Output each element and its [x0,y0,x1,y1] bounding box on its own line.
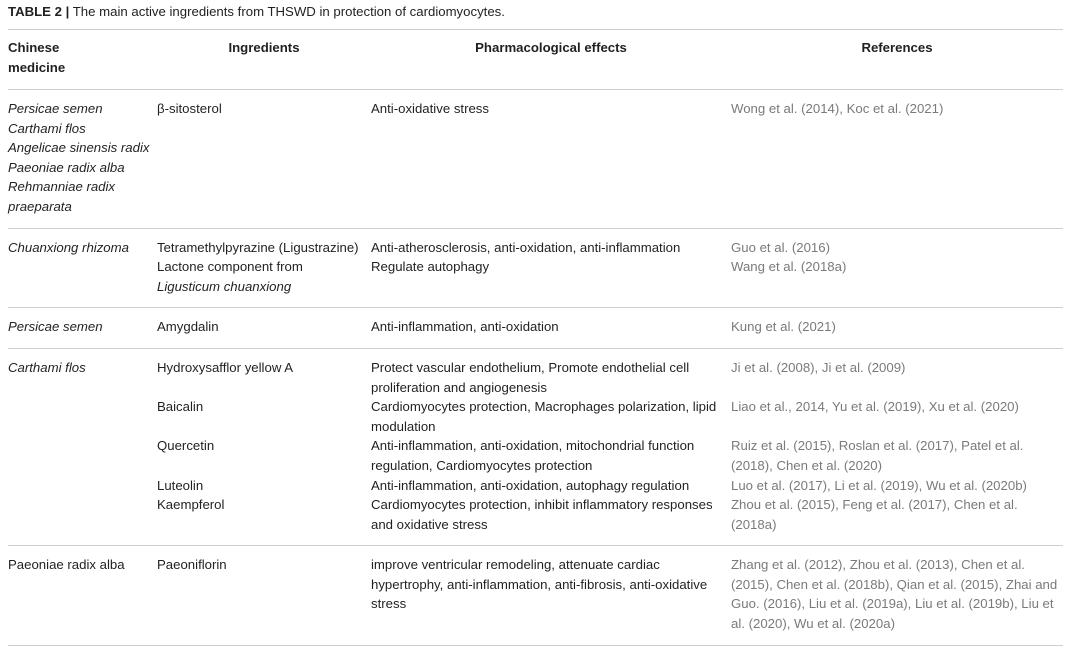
references-cell[interactable]: Zhou et al. (2015), Feng et al. (2017), … [731,497,1018,532]
table-body: Persicae semen Carthami flos Angelicae sin… [8,90,1063,646]
ingredient-cell: Baicalin [157,397,371,436]
table-label: TABLE 2 | [8,4,70,19]
chinese-medicine-cell: Persicae semen Carthami flos Angelicae sin… [8,99,157,217]
table-row: Lactone component from Ligusticum chuanxi… [157,257,1063,296]
table-row: Luteolin Anti-inflammation, anti-oxidatio… [157,476,1063,496]
references-cell[interactable]: Ji et al. (2008), Ji et al. (2009) [731,359,906,375]
table-header: Chinese medicine Ingredients Pharmacolog… [8,30,1063,90]
ingredient-name: Hydroxysafflor yellow A [157,359,294,375]
ingredient-name: Tetramethylpyrazine (Ligustrazine) [157,239,359,255]
effects-cell: Anti-inflammation, anti-oxidation, mitoc… [371,438,695,473]
effects-cell: Cardiomyocytes protection, Macrophages p… [371,399,717,434]
effects-cell: Anti-inflammation, anti-oxidation, autop… [371,477,690,493]
ingredient-name: Paeoniflorin [157,557,227,573]
ingredient-cell: Tetramethylpyrazine (Ligustrazine) [157,238,371,258]
chinese-medicine-cell: Carthami flos [8,358,157,534]
table-row: β-sitosterol Anti-oxidative stress Wong et… [157,99,1063,119]
medicine-name: Carthami flos [8,359,86,375]
ingredient-list: β-sitosterol Anti-oxidative stress Wong et… [157,99,1063,217]
table-group: Paeoniae radix alba Paeoniflorin improve v… [8,546,1063,646]
chinese-medicine-cell: Paeoniae radix alba [8,555,157,633]
effects-cell: Anti-oxidative stress [371,101,489,116]
medicine-name: Chuanxiong rhizoma [8,239,129,255]
header-references: References [861,40,933,55]
table-group: Persicae semen Carthami flos Angelicae sin… [8,90,1063,229]
medicine-name: Paeoniae radix alba [8,159,125,175]
table-row: Kaempferol Cardiomyocytes protection, inh… [157,495,1063,534]
ingredient-cell: Kaempferol [157,495,371,534]
table-row: Baicalin Cardiomyocytes protection, Macro… [157,397,1063,436]
medicine-name: Paeoniae radix alba [8,557,125,573]
effects-cell: improve ventricular remodeling, attenuat… [371,557,708,612]
ingredient-name: Kaempferol [157,497,225,513]
references-cell[interactable]: Luo et al. (2017), Li et al. (2019), Wu … [731,477,1027,493]
ingredient-cell: Luteolin [157,476,371,496]
ingredient-list: Amygdalin Anti-inflammation, anti-oxidati… [157,317,1063,337]
chinese-medicine-cell: Persicae semen [8,317,157,337]
ingredients-table: Chinese medicine Ingredients Pharmacolog… [8,29,1063,646]
references-cell[interactable]: Guo et al. (2016) [731,239,830,255]
table-row: Paeoniflorin improve ventricular remodeli… [157,555,1063,633]
medicine-name: Carthami flos [8,120,86,136]
effects-cell: Cardiomyocytes protection, inhibit infla… [371,497,713,532]
ingredient-cell: Amygdalin [157,317,371,337]
medicine-name: Rehmanniae radix praeparata [8,179,116,214]
references-cell[interactable]: Wang et al. (2018a) [731,259,847,275]
medicine-name: Angelicae sinensis radix [8,140,150,156]
effects-cell: Regulate autophagy [371,259,490,275]
table-group: Persicae semen Amygdalin Anti-inflammation… [8,308,1063,349]
references-cell[interactable]: Zhang et al. (2012), Zhou et al. (2013),… [731,557,1058,632]
effects-cell: Protect vascular endothelium, Promote en… [371,359,690,395]
ingredient-name: Lactone component from [157,259,303,275]
ingredient-name: β-sitosterol [157,101,222,116]
references-cell[interactable]: Liao et al., 2014, Yu et al. (2019), Xu … [731,399,1019,415]
table-row: Quercetin Anti-inflammation, anti-oxidati… [157,436,1063,475]
ingredient-name: Baicalin [157,399,204,415]
header-ingredients: Ingredients [228,40,300,55]
effects-cell: Anti-inflammation, anti-oxidation [371,319,559,335]
ingredient-name: Luteolin [157,477,204,493]
effects-cell: Anti-atherosclerosis, anti-oxidation, an… [371,239,681,255]
chinese-medicine-cell: Chuanxiong rhizoma [8,238,157,297]
table-group: Carthami flos Hydroxysafflor yellow A Prot… [8,349,1063,547]
ingredient-list: Paeoniflorin improve ventricular remodeli… [157,555,1063,633]
table-title: The main active ingredients from THSWD i… [69,4,505,19]
table-caption: TABLE 2 | The main active ingredients fr… [8,4,505,19]
table-group: Chuanxiong rhizoma Tetramethylpyrazine (L… [8,229,1063,309]
ingredient-list: Tetramethylpyrazine (Ligustrazine) Anti-a… [157,238,1063,297]
ingredient-source: Ligusticum chuanxiong [157,278,292,294]
header-pharmacological-effects: Pharmacological effects [475,40,627,55]
ingredient-cell: β-sitosterol [157,99,371,119]
medicine-name: Persicae semen [8,101,103,116]
references-cell[interactable]: Kung et al. (2021) [731,319,836,335]
references-cell[interactable]: Ruiz et al. (2015), Roslan et al. (2017)… [731,438,1024,473]
ingredient-name: Amygdalin [157,319,219,335]
header-chinese-medicine: Chinese medicine [8,40,66,75]
table-row: Amygdalin Anti-inflammation, anti-oxidati… [157,317,1063,337]
ingredient-list: Hydroxysafflor yellow A Protect vascular … [157,358,1063,534]
table-row: Tetramethylpyrazine (Ligustrazine) Anti-a… [157,238,1063,258]
ingredient-cell: Hydroxysafflor yellow A [157,358,371,397]
table-row: Hydroxysafflor yellow A Protect vascular … [157,358,1063,397]
ingredient-cell: Quercetin [157,436,371,475]
ingredient-cell: Paeoniflorin [157,555,371,633]
references-cell[interactable]: Wong et al. (2014), Koc et al. (2021) [731,101,944,116]
medicine-name: Persicae semen [8,319,103,335]
ingredient-cell: Lactone component from Ligusticum chuanxi… [157,257,371,296]
ingredient-name: Quercetin [157,438,215,454]
